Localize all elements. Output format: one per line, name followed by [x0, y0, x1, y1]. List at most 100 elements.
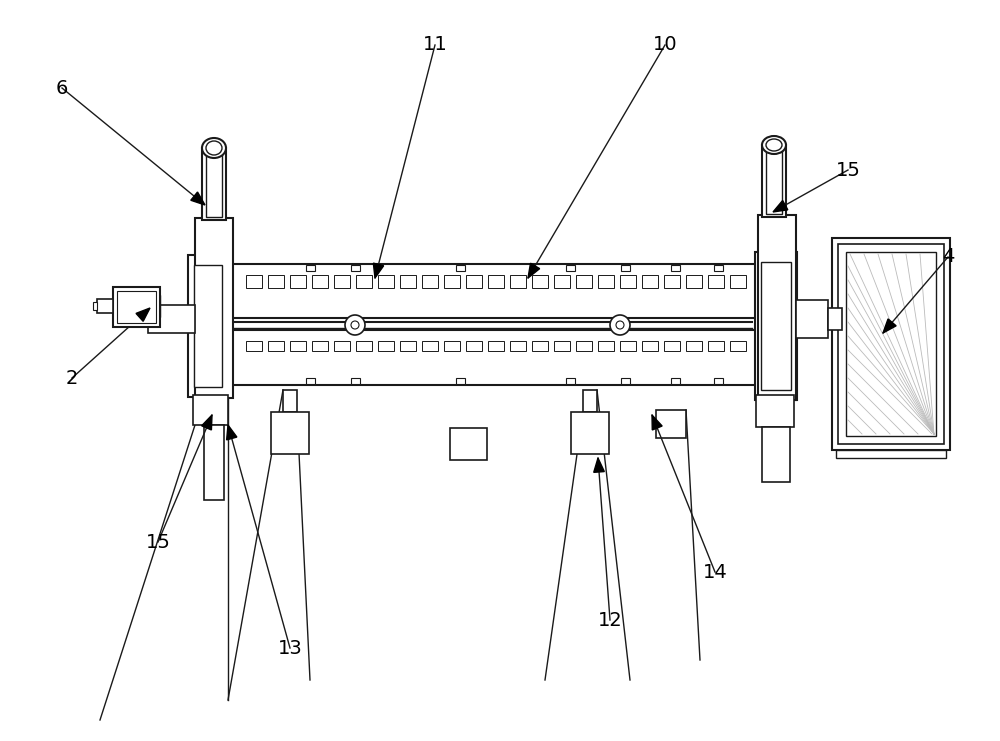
Polygon shape	[373, 263, 384, 278]
Bar	[334, 341, 350, 351]
Bar	[510, 275, 526, 288]
Bar	[642, 341, 658, 351]
Bar	[566, 378, 575, 384]
Bar	[188, 255, 228, 397]
Bar	[117, 291, 156, 323]
Bar	[444, 341, 460, 351]
Bar	[400, 275, 416, 288]
Bar	[510, 341, 526, 351]
Ellipse shape	[766, 139, 782, 151]
Bar	[686, 341, 702, 351]
Bar	[290, 341, 306, 351]
Bar	[796, 300, 828, 338]
Text: 13: 13	[278, 639, 302, 657]
Polygon shape	[594, 458, 604, 472]
Bar	[113, 287, 160, 327]
Bar	[642, 275, 658, 288]
Ellipse shape	[206, 141, 222, 155]
Bar	[466, 341, 482, 351]
Bar	[206, 151, 222, 217]
Bar	[351, 378, 360, 384]
Polygon shape	[191, 192, 205, 205]
Bar	[444, 275, 460, 288]
Text: 11: 11	[423, 36, 447, 55]
Text: 10: 10	[653, 36, 677, 55]
Bar	[598, 275, 614, 288]
Bar	[306, 265, 315, 271]
Bar	[598, 341, 614, 351]
Bar	[846, 252, 936, 436]
Bar	[838, 244, 944, 444]
Bar	[571, 412, 609, 454]
Text: 2: 2	[66, 368, 78, 388]
Polygon shape	[652, 415, 662, 430]
Bar	[621, 378, 630, 384]
Bar	[730, 341, 746, 351]
Bar	[714, 265, 723, 271]
Circle shape	[351, 321, 359, 329]
Bar	[290, 275, 306, 288]
Bar	[730, 275, 746, 288]
Ellipse shape	[762, 136, 786, 154]
Bar	[708, 341, 724, 351]
Bar	[193, 395, 228, 425]
Bar	[488, 341, 504, 351]
Bar	[554, 275, 570, 288]
Bar	[306, 378, 315, 384]
Bar	[356, 275, 372, 288]
Bar	[422, 275, 438, 288]
Bar	[334, 275, 350, 288]
Polygon shape	[136, 308, 150, 322]
Bar	[312, 275, 328, 288]
Bar	[664, 275, 680, 288]
Bar	[466, 275, 482, 288]
Bar	[583, 390, 597, 412]
Bar	[832, 238, 950, 450]
Bar	[621, 265, 630, 271]
Bar	[686, 275, 702, 288]
Bar	[836, 450, 946, 458]
Bar	[714, 378, 723, 384]
Polygon shape	[528, 263, 540, 278]
Bar	[532, 275, 548, 288]
Circle shape	[345, 315, 365, 335]
Polygon shape	[202, 415, 212, 430]
Text: 6: 6	[56, 79, 68, 98]
Bar	[576, 341, 592, 351]
Bar	[400, 341, 416, 351]
Bar	[378, 341, 394, 351]
Bar	[755, 252, 797, 400]
Ellipse shape	[202, 138, 226, 158]
Bar	[246, 341, 262, 351]
Bar	[762, 145, 786, 217]
Bar	[761, 262, 791, 390]
Polygon shape	[883, 319, 896, 333]
Bar	[194, 265, 222, 387]
Polygon shape	[773, 201, 788, 212]
Bar	[671, 378, 680, 384]
Bar	[488, 275, 504, 288]
Polygon shape	[227, 425, 237, 440]
Bar	[664, 341, 680, 351]
Bar	[450, 428, 487, 460]
Bar	[554, 341, 570, 351]
Bar	[576, 275, 592, 288]
Bar	[93, 302, 97, 310]
Bar	[620, 341, 636, 351]
Bar	[756, 395, 794, 427]
Bar	[228, 264, 757, 318]
Circle shape	[610, 315, 630, 335]
Bar	[378, 275, 394, 288]
Bar	[271, 412, 309, 454]
Bar	[762, 427, 790, 482]
Bar	[312, 341, 328, 351]
Bar	[532, 341, 548, 351]
Text: 4: 4	[942, 247, 954, 267]
Bar	[204, 425, 224, 500]
Text: 15: 15	[836, 161, 860, 179]
Bar	[97, 299, 113, 313]
Bar	[828, 308, 842, 330]
Bar	[422, 341, 438, 351]
Bar	[456, 378, 465, 384]
Text: 14: 14	[703, 562, 727, 582]
